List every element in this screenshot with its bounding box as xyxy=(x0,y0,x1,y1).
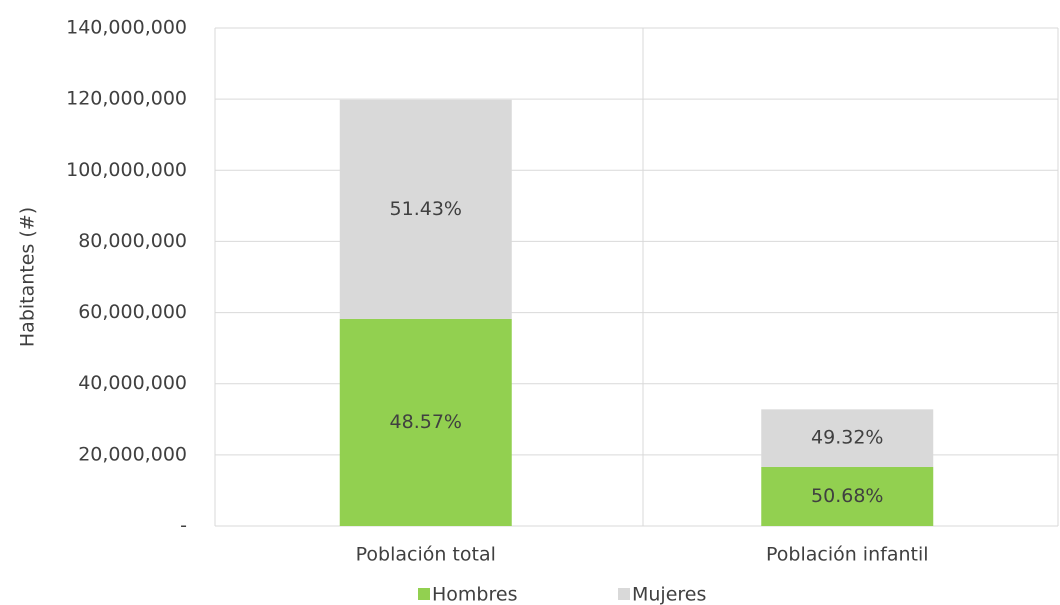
share-label: 51.43% xyxy=(390,198,462,220)
y-tick-label: - xyxy=(180,515,187,537)
share-label: 48.57% xyxy=(390,411,462,433)
share-label: 50.68% xyxy=(811,485,883,507)
y-tick-label: 140,000,000 xyxy=(66,17,187,39)
y-axis-label: Habitantes (#) xyxy=(17,207,39,347)
legend-swatch xyxy=(618,588,630,600)
bar-segment xyxy=(339,318,512,526)
legend-swatch xyxy=(418,588,430,600)
y-tick-label: 120,000,000 xyxy=(66,88,187,110)
y-tick-label: 80,000,000 xyxy=(78,230,187,252)
y-tick-label: 40,000,000 xyxy=(78,372,187,394)
share-label: 49.32% xyxy=(811,427,883,449)
bar-segment xyxy=(339,99,512,319)
legend-label: Hombres xyxy=(432,584,517,605)
y-tick-label: 20,000,000 xyxy=(78,443,187,465)
x-tick-label: Población total xyxy=(356,544,496,566)
bar-segment xyxy=(761,466,934,526)
y-tick-label: 100,000,000 xyxy=(66,159,187,181)
legend-label: Mujeres xyxy=(632,584,706,605)
y-tick-label: 60,000,000 xyxy=(78,301,187,323)
bar-segment xyxy=(761,409,934,467)
x-tick-label: Población infantil xyxy=(766,544,929,566)
